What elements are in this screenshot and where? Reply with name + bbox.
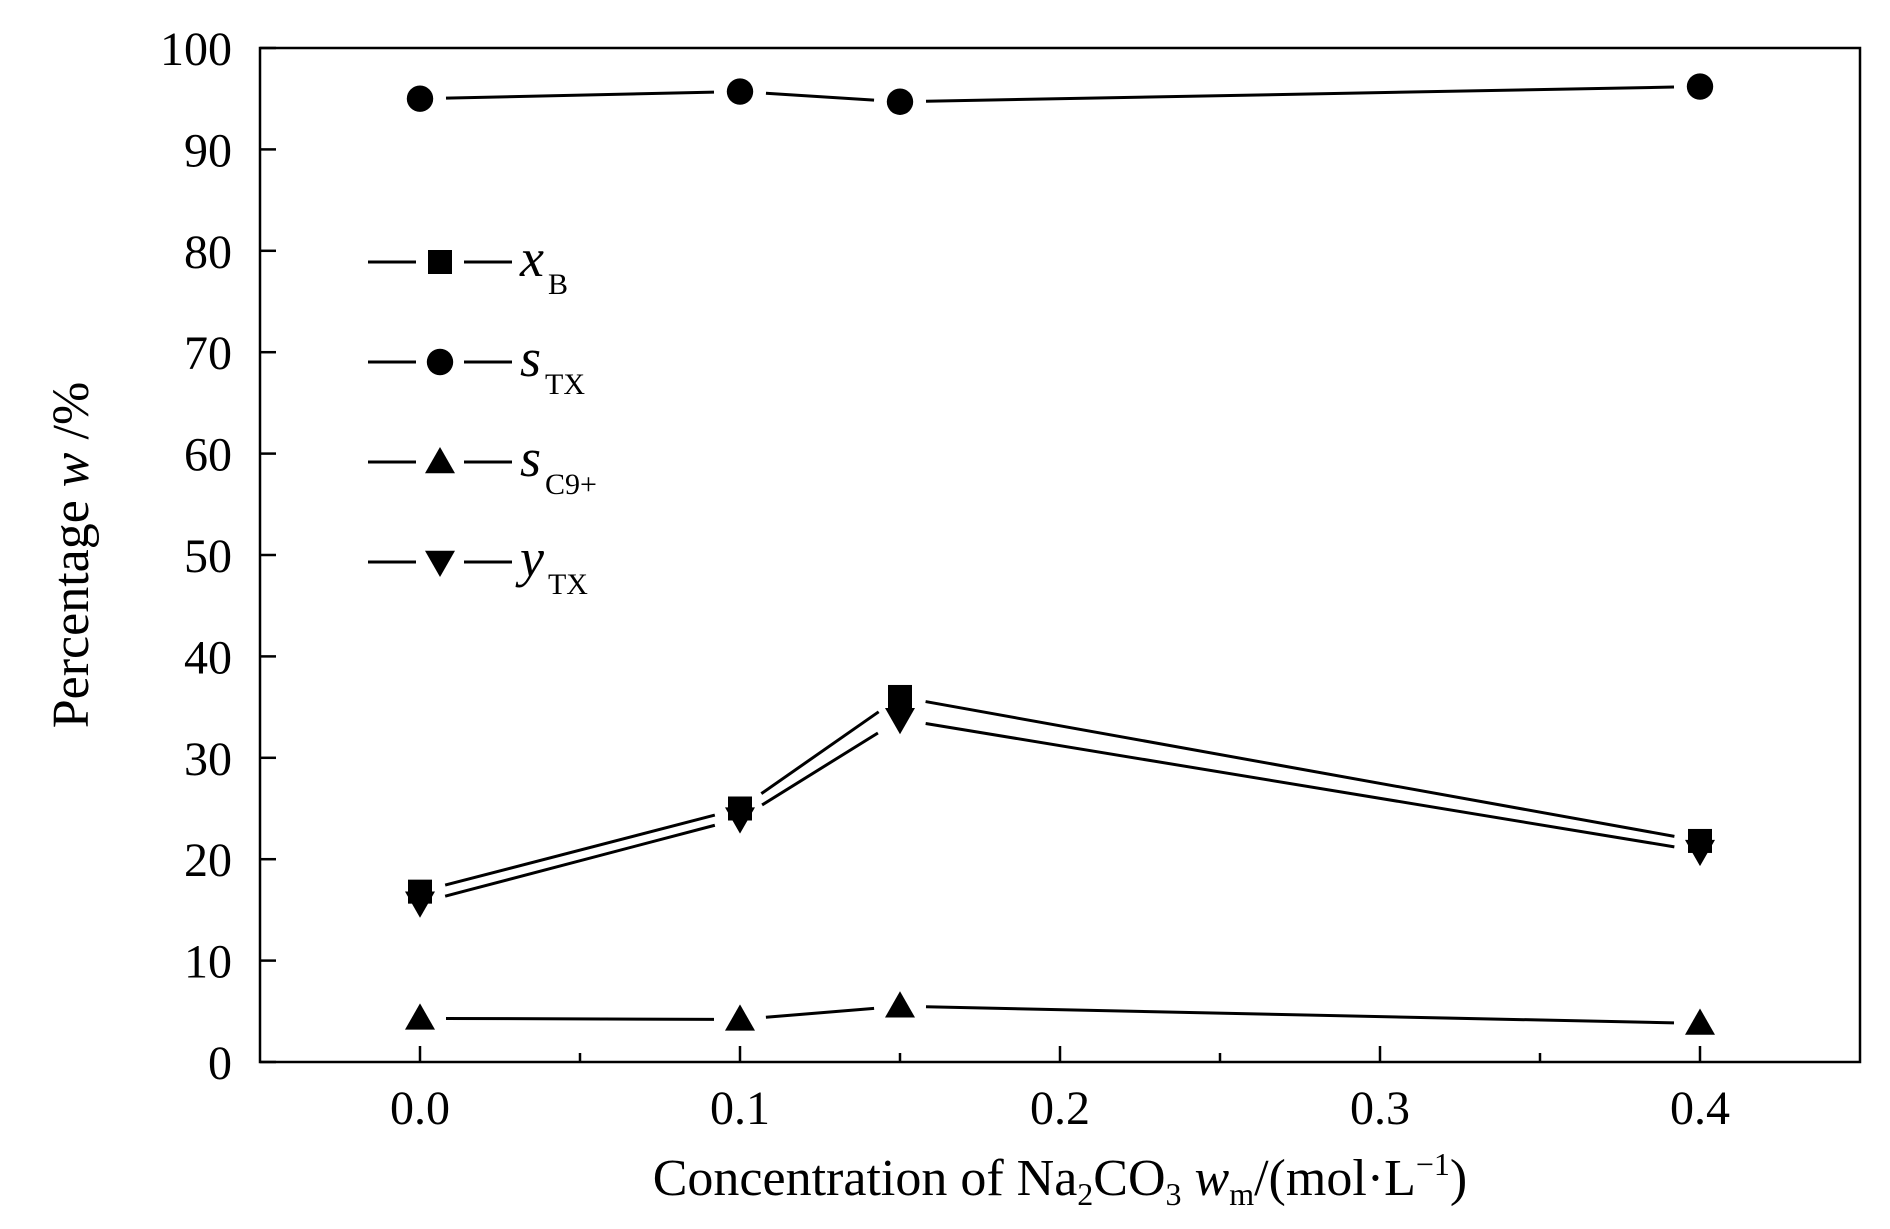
y-tick-label: 10: [184, 936, 232, 989]
data-point-triangle-down: [405, 891, 435, 918]
series-markers: [405, 73, 1715, 1035]
plot-frame: [258, 46, 1862, 1064]
data-point-triangle-up: [1685, 1008, 1715, 1035]
y-tick-label: 100: [160, 23, 232, 76]
series-line-segment-4: [761, 731, 879, 807]
series-line-segment-2: [445, 90, 715, 100]
data-point-circle: [1686, 73, 1714, 100]
data-point-square: [888, 684, 912, 709]
x-tick-label: 0.0: [390, 1082, 450, 1135]
legend: x B s TX s C9+ y TX: [368, 228, 597, 601]
series-line-segment-2: [765, 91, 875, 102]
data-point-triangle-down: [1685, 839, 1715, 867]
axis-ticks: 0.0 0.1 0.2 0.3 0.4 0 10 20 30 40 50 60 70 80 90 100: [160, 23, 1730, 1135]
x-axis-title: Concentration of Na2CO3 wm/(mol·L−1): [653, 1146, 1467, 1212]
data-point-triangle-down: [885, 708, 915, 735]
legend-label: s C9+: [520, 428, 597, 501]
y-tick-label: 20: [184, 834, 232, 887]
legend-marker-triangle-down: [425, 550, 455, 577]
series-line-segment-1: [444, 813, 716, 887]
data-point-circle: [406, 85, 434, 112]
series-line-segment-3: [925, 1005, 1675, 1025]
series-line-segment-4: [925, 722, 1675, 849]
data-point-circle: [726, 78, 754, 105]
series-line-segment-3: [765, 1006, 875, 1019]
y-tick-label: 70: [184, 327, 232, 380]
data-point-circle: [886, 88, 914, 115]
series-line-segment-2: [925, 85, 1675, 103]
legend-marker-square: [428, 250, 452, 274]
series-line-segment-4: [444, 823, 716, 898]
legend-marker-triangle-up: [425, 447, 455, 474]
series-line-segment-3: [445, 1016, 715, 1021]
y-tick-label: 40: [184, 631, 232, 684]
data-point-triangle-up: [725, 1004, 755, 1031]
y-tick-label: 60: [184, 429, 232, 482]
x-tick-label: 0.2: [1030, 1082, 1090, 1135]
y-tick-label: 50: [184, 530, 232, 583]
x-tick-label: 0.4: [1670, 1082, 1730, 1135]
series-line-segment-1: [760, 710, 880, 795]
legend-label: y TX: [515, 528, 588, 601]
series-line-segment-1: [925, 700, 1675, 838]
series-lines: [444, 85, 1675, 1025]
y-tick-label: 0: [208, 1037, 232, 1090]
x-tick-label: 0.1: [710, 1082, 770, 1135]
y-tick-label: 90: [184, 124, 232, 177]
y-axis-title: Percentage w /%: [43, 382, 100, 729]
legend-marker-circle: [426, 348, 454, 376]
y-tick-label: 80: [184, 226, 232, 279]
x-tick-label: 0.3: [1350, 1082, 1410, 1135]
data-point-triangle-up: [405, 1003, 435, 1030]
y-tick-label: 30: [184, 733, 232, 786]
data-point-triangle-down: [725, 807, 755, 834]
data-point-triangle-up: [885, 991, 915, 1018]
legend-label: s TX: [520, 328, 585, 401]
